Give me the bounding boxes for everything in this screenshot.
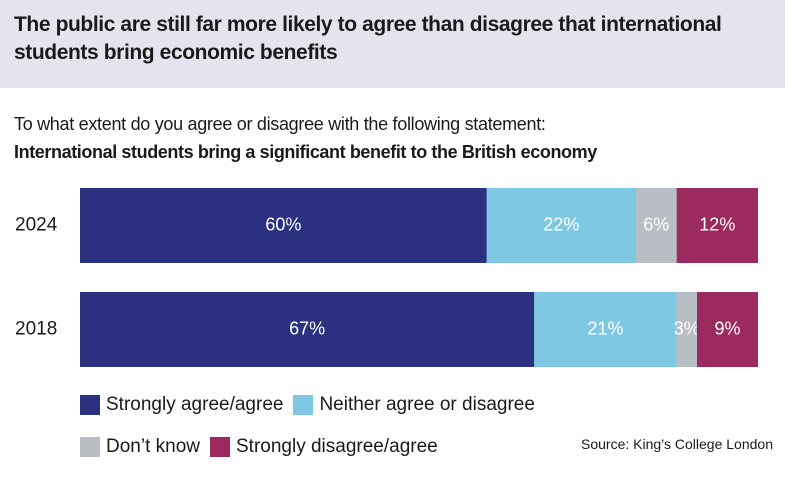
legend-label: Neither agree or disagree [319,394,535,415]
data-label: 9% [714,318,740,338]
legend-swatch [80,395,100,415]
legend-swatch [210,437,230,457]
question: To what extent do you agree or disagree … [14,114,546,134]
legend-item: Don’t know [80,436,200,458]
legend-item: Neither agree or disagree [293,394,535,416]
data-label: 6% [643,214,669,234]
bar-segment [534,292,677,367]
legend-label: Don’t know [106,436,200,457]
bar-segment [635,188,677,263]
legend-swatch [293,395,314,415]
legend-label: Strongly disagree/agree [236,436,438,457]
title-band [0,0,785,88]
bar-segment [676,292,697,367]
data-label: 22% [543,214,579,234]
legend-item: Strongly agree/agree [80,394,283,416]
y-tick-label: 2024 [15,215,58,236]
statement: International students bring a significa… [14,142,597,162]
data-label: 21% [587,318,623,338]
bar-segment [80,292,535,367]
data-label: 3% [674,318,700,338]
bar-segment [696,292,758,367]
legend-item: Strongly disagree/agree [210,436,438,458]
chart-title: The public are still far more likely to … [14,13,722,64]
bar-segment [676,188,758,263]
data-label: 12% [699,214,735,234]
data-label: 67% [289,318,325,338]
bar-segment [80,188,487,263]
legend: Strongly agree/agree Neither agree or dis… [80,394,600,458]
legend-label: Strongly agree/agree [106,394,284,415]
source: Source: King’s College London [581,436,773,452]
y-tick-label: 2018 [15,319,57,340]
data-label: 60% [265,214,301,234]
bar-segment [486,188,636,263]
legend-swatch [80,437,100,457]
